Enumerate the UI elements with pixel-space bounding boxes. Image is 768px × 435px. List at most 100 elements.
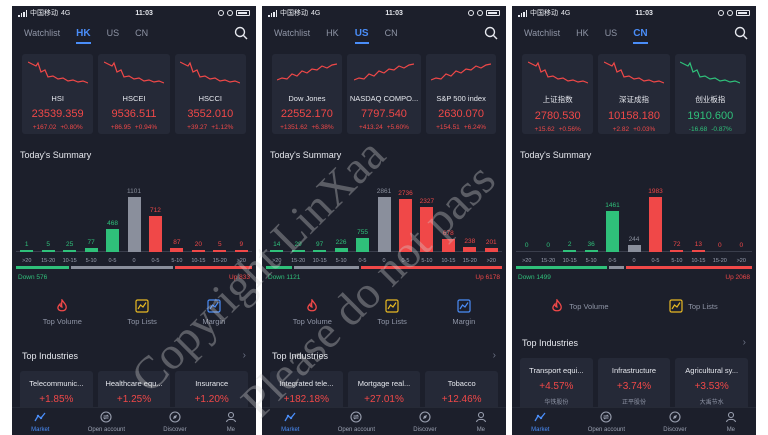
open-account-icon	[600, 410, 612, 425]
index-card[interactable]: 深证成指 10158.180 +2.82 +0.03%	[598, 54, 670, 134]
tab-cn[interactable]: CN	[135, 28, 149, 38]
summary-bar-count: 2861	[376, 188, 392, 195]
summary-bar	[713, 251, 727, 252]
tab-hk[interactable]: HK	[576, 28, 589, 38]
tab-hk[interactable]: HK	[76, 27, 92, 44]
summary-bar	[627, 245, 641, 252]
fire-icon	[305, 299, 319, 313]
index-card[interactable]: NASDAQ COMPO... 7797.540 +413.24 +5.60%	[346, 54, 422, 134]
nav-market[interactable]: Market	[281, 411, 299, 433]
index-name: S&P 500 index	[436, 94, 486, 103]
industry-percent: +3.53%	[694, 381, 729, 392]
index-card[interactable]: HSI 23539.359 +167.02 +0.80%	[22, 54, 94, 134]
summary-bucket-label: 15-20	[541, 258, 556, 264]
summary-bar-count: 755	[357, 228, 368, 236]
summary-bar-column: 1101	[127, 188, 141, 252]
summary-bar-column: 1	[20, 241, 34, 252]
industry-card[interactable]: Agricultural sy... +3.53% 大禹节水	[675, 358, 749, 412]
nav-discover[interactable]: Discover	[163, 410, 187, 433]
summary-bar-count: 0	[524, 242, 529, 249]
nav-discover[interactable]: Discover	[413, 410, 437, 433]
search-icon[interactable]	[484, 26, 498, 40]
summary-bar-count: 1101	[127, 188, 141, 195]
index-card[interactable]: 上证指数 2780.530 +15.62 +0.56%	[522, 54, 594, 134]
action-top-lists[interactable]: Top Lists	[377, 299, 407, 326]
me-icon	[225, 411, 237, 425]
index-change-percent: -0.87%	[711, 126, 732, 133]
industry-card[interactable]: Transport equi... +4.57% 华铁股份	[520, 358, 593, 412]
nav-open-account[interactable]: Open account	[338, 410, 375, 433]
summary-bucket-label: >20	[272, 258, 282, 264]
summary-bucket-label: 10-15	[691, 258, 706, 264]
industries-header[interactable]: Top Industries ›	[512, 337, 756, 348]
index-change-percent: +6.38%	[311, 124, 334, 131]
up-down-ratio-bar	[516, 266, 752, 270]
index-card[interactable]: S&P 500 index 2630.070 +154.51 +6.24%	[426, 54, 496, 134]
tab-us[interactable]: US	[106, 28, 120, 38]
summary-bar-column: 36	[584, 241, 598, 252]
tab-cn[interactable]: CN	[384, 28, 398, 38]
index-card[interactable]: 创业板指 1910.600 -16.68 -0.87%	[674, 54, 746, 134]
summary-bar	[270, 250, 284, 252]
summary-bar-column: 97	[313, 241, 327, 252]
index-change: +39.27 +1.12%	[178, 124, 243, 131]
tab-watchlist[interactable]: Watchlist	[274, 28, 311, 38]
summary-bar-column: 712	[148, 207, 162, 252]
nav-me[interactable]: Me	[225, 411, 237, 433]
summary-bar-column: 0	[541, 242, 555, 252]
index-value: 2630.070	[438, 108, 485, 120]
tab-hk[interactable]: HK	[326, 28, 339, 38]
nav-market[interactable]: Market	[31, 411, 49, 433]
search-icon[interactable]	[734, 26, 748, 40]
action-top-lists[interactable]: Top Lists	[669, 299, 718, 313]
action-margin[interactable]: Margin	[202, 299, 225, 326]
industry-name: Transport equi...	[529, 366, 584, 375]
status-right	[468, 10, 500, 16]
summary-bar-count: 29	[294, 241, 302, 248]
action-top-volume[interactable]: Top Volume	[293, 299, 332, 326]
summary-bar	[106, 228, 120, 252]
summary-bar-count: 5	[46, 241, 50, 248]
market-tabs: Watchlist HK US CN	[12, 22, 256, 44]
summary-bar-count: 36	[587, 241, 595, 248]
nav-discover[interactable]: Discover	[663, 410, 687, 433]
tab-us[interactable]: US	[604, 28, 618, 38]
industries-header[interactable]: Top Industries ›	[262, 350, 506, 361]
industry-card[interactable]: Infrastructure +3.74% 正平股份	[597, 358, 671, 412]
search-icon[interactable]	[234, 26, 248, 40]
tab-us[interactable]: US	[354, 27, 369, 44]
summary-bar-count: 97	[316, 241, 324, 248]
nav-open-account[interactable]: Open account	[88, 410, 125, 433]
action-top-volume[interactable]: Top Volume	[43, 299, 82, 326]
fire-icon	[550, 299, 564, 313]
industry-name: Integrated tele...	[279, 379, 334, 388]
index-card[interactable]: HSCEI 9536.511 +86.95 +0.94%	[98, 54, 170, 134]
index-card[interactable]: HSCCI 3552.010 +39.27 +1.12%	[174, 54, 246, 134]
nav-market[interactable]: Market	[531, 411, 549, 433]
summary-bucket-label: 10-15	[562, 258, 577, 264]
index-change-percent: +5.60%	[386, 124, 409, 131]
industries-header[interactable]: Top Industries ›	[12, 350, 256, 361]
nav-open-account[interactable]: Open account	[588, 410, 625, 433]
summary-bucket-label: 15-20	[291, 258, 306, 264]
index-value: 10158.180	[607, 110, 660, 122]
index-card[interactable]: Dow Jones 22552.170 +1351.62 +6.38%	[272, 54, 342, 134]
summary-bar-count: 9	[239, 241, 244, 248]
action-margin[interactable]: Margin	[452, 299, 475, 326]
industry-name: Agricultural sy...	[685, 366, 739, 375]
tab-watchlist[interactable]: Watchlist	[24, 28, 61, 38]
carrier-name: 中国移动	[30, 10, 58, 17]
nav-label: Discover	[163, 426, 187, 433]
index-change-points: +39.27	[187, 124, 208, 131]
industry-percent: +27.01%	[364, 394, 404, 405]
action-top-lists[interactable]: Top Lists	[127, 299, 157, 326]
tab-cn[interactable]: CN	[633, 27, 649, 44]
index-change-percent: +1.12%	[211, 124, 234, 131]
tab-watchlist[interactable]: Watchlist	[524, 28, 561, 38]
action-top-volume[interactable]: Top Volume	[550, 299, 609, 313]
status-bar: 中国移动 4G 11:03	[12, 6, 256, 20]
nav-me[interactable]: Me	[475, 411, 487, 433]
summary-bucket-label: 0-5	[608, 258, 617, 264]
nav-me[interactable]: Me	[725, 411, 737, 433]
index-sparkline	[527, 61, 588, 84]
